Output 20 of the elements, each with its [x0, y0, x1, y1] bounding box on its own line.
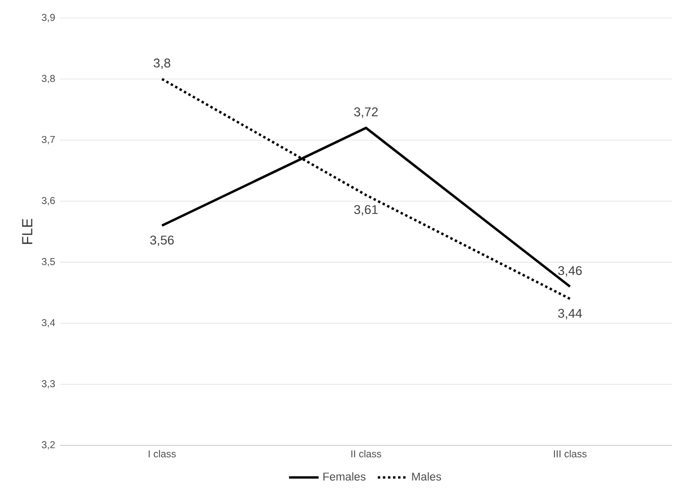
y-tick-label: 3,2 — [42, 441, 55, 450]
y-tick-label: 3,8 — [42, 74, 55, 84]
y-tick-label: 3,6 — [42, 197, 55, 206]
y-tick-label: 3,4 — [42, 319, 56, 328]
y-tick-label: 3,9 — [42, 14, 55, 22]
y-tick-label: 3,3 — [42, 380, 55, 388]
x-tick-label: III class — [554, 450, 587, 458]
legend-label: Males — [412, 472, 442, 481]
data-label: 3,46 — [558, 266, 582, 277]
x-tick-label: II class — [351, 450, 382, 458]
x-tick-label: I class — [148, 450, 176, 458]
data-label: 3,61 — [354, 205, 378, 216]
legend-label: Females — [323, 472, 366, 481]
data-label: 3,72 — [354, 107, 378, 118]
y-tick-label: 3,7 — [42, 136, 55, 144]
data-label: 3,8 — [154, 58, 170, 70]
data-label: 3,56 — [150, 236, 174, 246]
y-axis-title: FLE — [22, 218, 32, 244]
data-label: 3,44 — [558, 308, 582, 320]
y-tick-label: 3,5 — [42, 258, 55, 266]
